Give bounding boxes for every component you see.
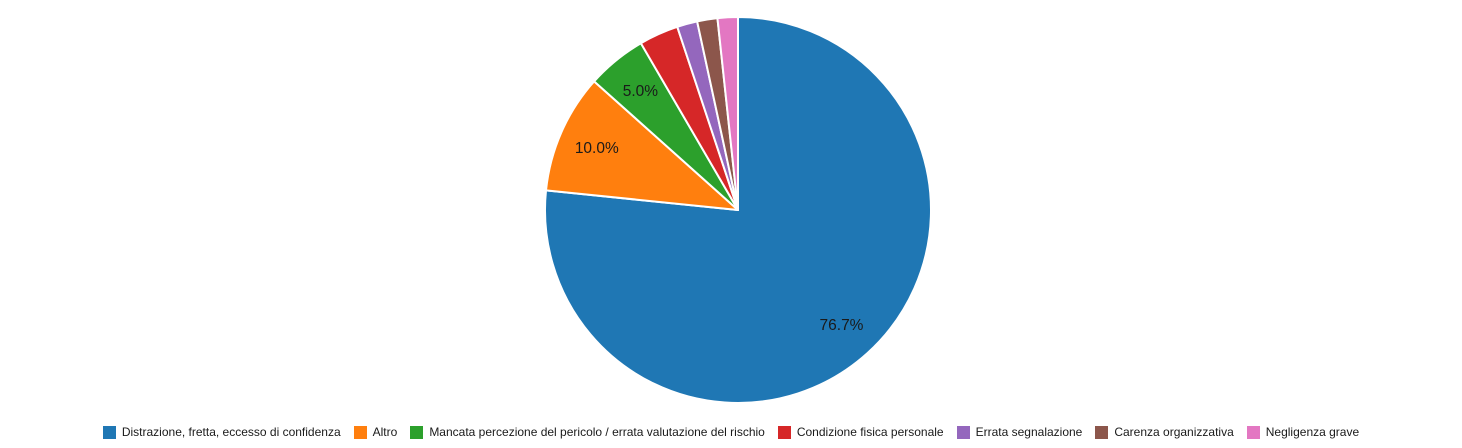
pie-slice-1 xyxy=(545,80,739,211)
legend-item-4: Errata segnalazione xyxy=(956,425,1083,440)
pie-slice-6 xyxy=(716,16,739,211)
legend-item-2: Mancata percezione del pericolo / errata… xyxy=(410,425,765,440)
legend-swatch-icon xyxy=(353,426,367,439)
legend-swatch-icon xyxy=(410,426,424,439)
legend-item-label: Negligenza grave xyxy=(1265,425,1360,439)
legend-item-5: Carenza organizzativa xyxy=(1095,425,1234,440)
legend-item-label: Altro xyxy=(372,425,398,439)
legend-swatch-icon xyxy=(102,426,116,439)
legend-item-6: Negligenza grave xyxy=(1246,425,1360,440)
pie-slice-0 xyxy=(544,16,932,404)
legend-item-0: Distrazione, fretta, eccesso di confiden… xyxy=(102,425,341,440)
legend-item-1: Altro xyxy=(353,425,398,440)
legend-swatch-icon xyxy=(1246,426,1260,439)
legend-swatch-icon xyxy=(956,426,970,439)
legend-swatch-icon xyxy=(1095,426,1109,439)
pct-label-1: 10.0% xyxy=(575,140,619,157)
legend-item-label: Errata segnalazione xyxy=(975,425,1083,439)
legend-item-3: Condizione fisica personale xyxy=(777,425,944,440)
legend-item-label: Condizione fisica personale xyxy=(796,425,944,439)
legend-item-label: Carenza organizzativa xyxy=(1114,425,1234,439)
legend-item-label: Mancata percezione del pericolo / errata… xyxy=(429,425,765,439)
pct-label-2: 5.0% xyxy=(623,83,659,100)
pct-label-0: 76.7% xyxy=(820,317,864,334)
legend-item-label: Distrazione, fretta, eccesso di confiden… xyxy=(121,425,341,439)
chart-legend: Distrazione, fretta, eccesso di confiden… xyxy=(0,425,1462,440)
legend-swatch-icon xyxy=(777,426,791,439)
